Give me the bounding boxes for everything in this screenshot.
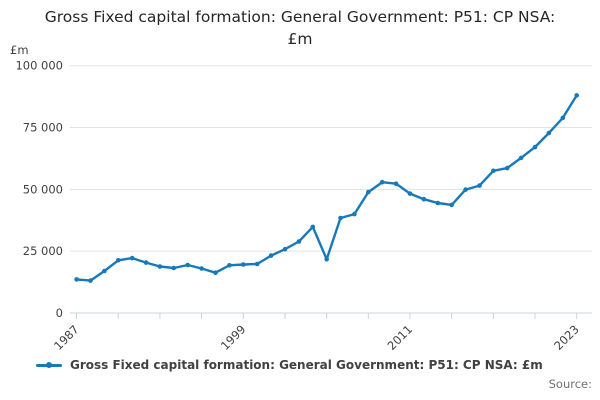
data-point bbox=[296, 239, 302, 244]
data-point bbox=[421, 196, 427, 202]
data-point bbox=[102, 268, 107, 274]
data-point bbox=[518, 155, 524, 161]
data-point bbox=[338, 215, 343, 221]
data-point bbox=[560, 115, 566, 121]
data-point bbox=[185, 262, 190, 268]
chart-title: Gross Fixed capital formation: General G… bbox=[44, 8, 556, 48]
data-point bbox=[393, 181, 399, 186]
data-point bbox=[477, 183, 482, 188]
legend: Gross Fixed capital formation: General G… bbox=[36, 358, 543, 372]
data-point bbox=[129, 255, 135, 261]
data-point bbox=[213, 270, 218, 276]
data-point bbox=[324, 257, 330, 262]
data-point bbox=[352, 211, 357, 217]
data-point bbox=[268, 253, 274, 258]
data-point bbox=[116, 258, 121, 263]
data-point bbox=[88, 278, 93, 283]
data-point bbox=[171, 265, 177, 271]
x-tick-label: 2011 bbox=[385, 322, 416, 353]
x-tick-label: 2023 bbox=[551, 322, 582, 353]
y-tick-label: 100 000 bbox=[15, 59, 63, 73]
data-point bbox=[310, 224, 316, 230]
data-point bbox=[463, 187, 468, 192]
legend-series-label: Gross Fixed capital formation: General G… bbox=[70, 358, 543, 372]
source-label: Source: bbox=[548, 377, 592, 391]
data-point bbox=[407, 191, 413, 196]
data-point bbox=[574, 93, 579, 98]
y-tick-label: 50 000 bbox=[23, 182, 63, 196]
x-tick-label: 1999 bbox=[218, 322, 249, 353]
data-point bbox=[227, 263, 232, 268]
data-point bbox=[199, 266, 204, 271]
y-tick-label: 25 000 bbox=[23, 244, 63, 258]
data-point bbox=[143, 260, 149, 265]
data-point bbox=[254, 261, 260, 267]
data-point bbox=[282, 246, 288, 252]
data-point bbox=[435, 200, 441, 206]
data-point bbox=[449, 202, 455, 208]
data-point bbox=[157, 264, 163, 269]
data-point bbox=[74, 277, 79, 282]
data-line-series bbox=[75, 94, 578, 282]
data-point bbox=[366, 189, 371, 195]
y-axis-unit-label: £m bbox=[10, 43, 29, 57]
data-point bbox=[546, 130, 552, 136]
x-tick-label: 1987 bbox=[51, 322, 82, 353]
data-point bbox=[491, 168, 496, 174]
y-tick-label: 75 000 bbox=[23, 121, 63, 135]
data-point bbox=[379, 179, 385, 185]
y-tick-label: 0 bbox=[56, 306, 63, 320]
legend-line-marker-icon bbox=[36, 360, 62, 370]
data-point bbox=[241, 262, 246, 267]
data-point bbox=[504, 165, 510, 171]
data-point bbox=[532, 144, 538, 150]
